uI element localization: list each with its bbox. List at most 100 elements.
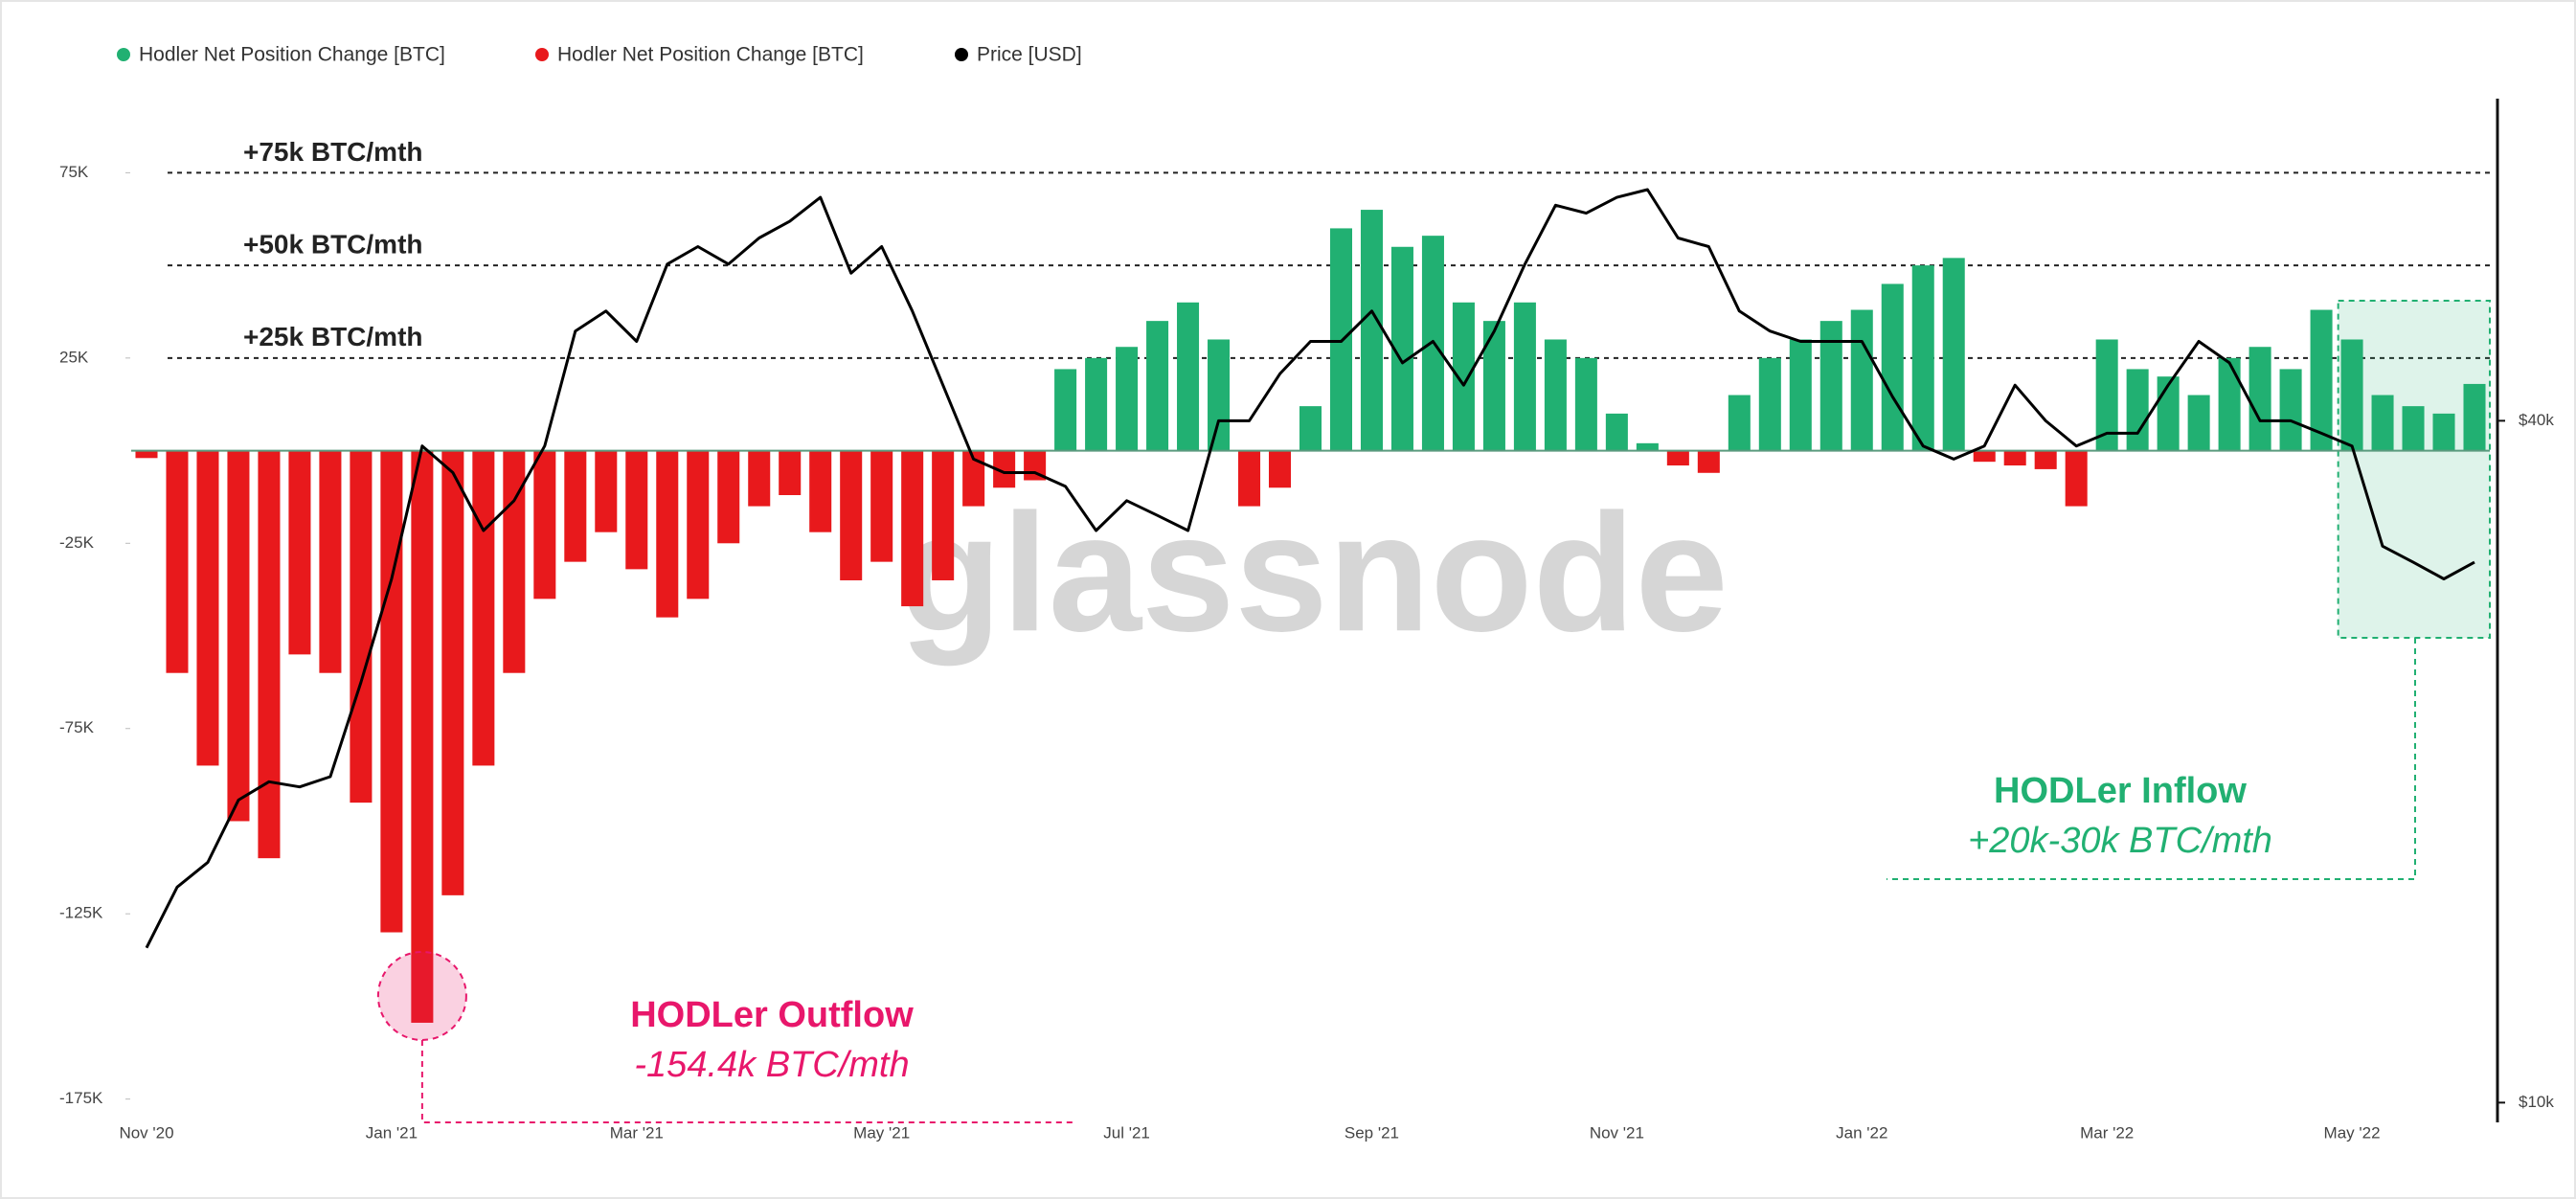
- watermark: glassnode: [899, 480, 1729, 667]
- bar: [1268, 450, 1292, 488]
- bar: [2371, 395, 2394, 451]
- bar: [258, 450, 281, 859]
- bar: [2003, 450, 2026, 466]
- bar: [932, 450, 955, 580]
- legend-label: Hodler Net Position Change [BTC]: [557, 44, 864, 66]
- y-tick-label: -125K: [59, 904, 103, 922]
- annotation-text: -154.4k BTC/mth: [634, 1045, 909, 1085]
- bar: [1146, 321, 1169, 451]
- x-tick-label: May '21: [853, 1123, 910, 1142]
- bar: [2218, 357, 2241, 451]
- bar: [1299, 406, 1322, 451]
- bar: [717, 450, 740, 544]
- bar: [687, 450, 710, 600]
- bar: [2187, 395, 2210, 451]
- bar: [1513, 302, 1536, 451]
- bar: [1911, 265, 1934, 451]
- bar: [2034, 450, 2057, 469]
- y-tick-label: 25K: [59, 348, 89, 366]
- bar: [1881, 283, 1904, 451]
- highlight-box: [2337, 300, 2492, 639]
- bar: [2340, 339, 2363, 451]
- bar: [196, 450, 219, 766]
- x-tick-label: Jan '22: [1836, 1123, 1887, 1142]
- bar: [135, 450, 158, 459]
- legend-label: Hodler Net Position Change [BTC]: [139, 44, 445, 66]
- bar: [411, 450, 434, 1023]
- bar: [1942, 258, 1965, 451]
- bar: [595, 450, 618, 532]
- bar: [993, 450, 1016, 488]
- bar: [1390, 246, 1413, 451]
- bar: [625, 450, 648, 570]
- bar: [227, 450, 250, 822]
- reference-label: +75k BTC/mth: [243, 137, 423, 167]
- bar: [1085, 357, 1108, 451]
- bar: [2310, 309, 2333, 451]
- bar: [2463, 383, 2486, 451]
- bar: [1697, 450, 1720, 473]
- legend-marker: [955, 48, 968, 61]
- annotation-text: +20k-30k BTC/mth: [1968, 821, 2272, 861]
- bar: [1789, 339, 1812, 451]
- bar: [1544, 339, 1567, 451]
- bar: [779, 450, 802, 495]
- bar: [380, 450, 403, 933]
- highlight-circle: [376, 950, 467, 1041]
- bar: [2402, 406, 2425, 451]
- annotation-title: HODLer Outflow: [630, 995, 914, 1035]
- bar: [564, 450, 587, 562]
- x-tick-label: Mar '21: [610, 1123, 664, 1142]
- legend-label: Price [USD]: [977, 44, 1082, 66]
- bar: [533, 450, 556, 600]
- x-tick-label: Mar '22: [2080, 1123, 2134, 1142]
- bar: [1238, 450, 1261, 507]
- bar: [962, 450, 985, 507]
- x-tick-label: Jul '21: [1103, 1123, 1150, 1142]
- bar: [1819, 321, 1842, 451]
- y2-tick-label: $10k: [2519, 1093, 2554, 1111]
- y-tick-label: -25K: [59, 533, 95, 552]
- x-tick-label: May '22: [2324, 1123, 2381, 1142]
- bar: [2095, 339, 2118, 451]
- x-tick-label: Nov '21: [1590, 1123, 1644, 1142]
- bar: [1973, 450, 1996, 463]
- y-tick-label: -75K: [59, 718, 95, 736]
- bar: [901, 450, 924, 607]
- reference-label: +25k BTC/mth: [243, 322, 423, 351]
- bar: [1636, 442, 1659, 451]
- y-tick-label: -175K: [59, 1089, 103, 1107]
- bar: [2126, 369, 2149, 451]
- bar: [2432, 413, 2455, 451]
- leader-line: [1887, 638, 2416, 880]
- bar: [1574, 357, 1597, 451]
- bar: [2279, 369, 2302, 451]
- x-tick-label: Sep '21: [1344, 1123, 1399, 1142]
- bar: [1360, 210, 1383, 451]
- y2-tick-label: $40k: [2519, 411, 2554, 429]
- bar: [472, 450, 495, 766]
- bar: [1850, 309, 1873, 451]
- bar: [166, 450, 189, 673]
- bar: [2065, 450, 2088, 507]
- reference-label: +50k BTC/mth: [243, 229, 423, 259]
- bar: [1116, 347, 1139, 451]
- bar: [288, 450, 311, 655]
- bar: [656, 450, 679, 618]
- bar: [840, 450, 863, 580]
- bar: [1666, 450, 1689, 466]
- bar: [748, 450, 771, 507]
- x-tick-label: Jan '21: [366, 1123, 418, 1142]
- bar: [1758, 357, 1781, 451]
- x-tick-label: Nov '20: [119, 1123, 173, 1142]
- bar: [809, 450, 832, 532]
- bar: [319, 450, 342, 673]
- bar: [1605, 413, 1628, 451]
- y-tick-label: 75K: [59, 163, 89, 181]
- bar: [1452, 302, 1475, 451]
- bar: [1728, 395, 1751, 451]
- bar: [1208, 339, 1231, 451]
- leader-line: [420, 1039, 1076, 1123]
- bar: [870, 450, 893, 562]
